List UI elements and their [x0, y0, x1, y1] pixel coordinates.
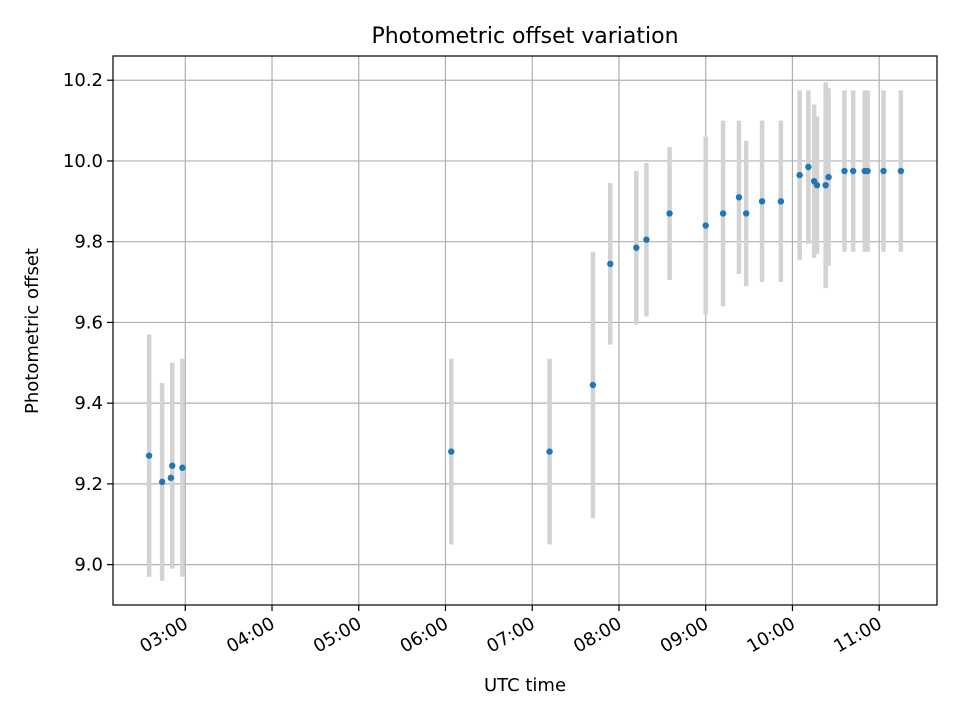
- data-point: [719, 210, 727, 217]
- data-point: [702, 222, 709, 229]
- y-axis: 9.0 9.2 9.4 9.6 9.8 10.0 10.2: [63, 70, 113, 576]
- data-points: [145, 163, 905, 486]
- y-axis-label: Photometric offset: [22, 248, 43, 414]
- data-point: [880, 167, 887, 175]
- y-tick-label: 9.6: [74, 312, 103, 333]
- data-point: [796, 171, 803, 179]
- data-point: [169, 462, 176, 469]
- data-point: [145, 452, 153, 459]
- y-tick-label: 9.4: [74, 393, 103, 414]
- y-tick-label: 9.8: [74, 232, 103, 253]
- plot-frame: [112, 55, 938, 606]
- data-point: [546, 448, 553, 455]
- data-point: [822, 181, 829, 189]
- y-tick-label: 10.2: [63, 70, 103, 91]
- data-point: [849, 167, 857, 175]
- data-point: [158, 478, 166, 486]
- data-point: [777, 198, 785, 205]
- data-point: [864, 167, 871, 175]
- y-tick-label: 10.0: [63, 151, 103, 172]
- chart-title: Photometric offset variation: [371, 24, 678, 49]
- data-point: [666, 210, 673, 217]
- y-tick-label: 9.2: [74, 474, 103, 495]
- data-point: [897, 167, 905, 175]
- data-point: [825, 173, 832, 181]
- data-point: [643, 236, 650, 243]
- data-point: [633, 244, 640, 251]
- grid: [113, 56, 937, 605]
- data-point: [607, 260, 614, 268]
- data-point: [813, 181, 821, 189]
- data-point: [735, 194, 743, 201]
- data-point: [758, 198, 766, 205]
- data-point: [448, 448, 455, 455]
- data-point: [805, 163, 812, 171]
- data-point: [841, 167, 848, 175]
- data-point: [167, 474, 175, 482]
- data-point: [589, 381, 597, 389]
- data-point: [742, 210, 750, 217]
- y-tick-label: 9.0: [74, 555, 103, 576]
- x-axis-label: UTC time: [484, 675, 566, 696]
- data-point: [179, 464, 186, 471]
